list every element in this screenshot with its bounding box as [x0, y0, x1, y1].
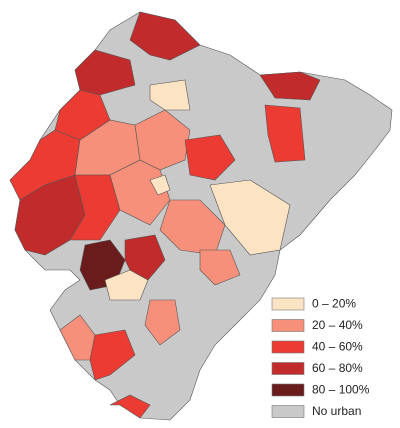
region: [104, 269, 149, 301]
region: [144, 299, 181, 346]
legend-label: 20 – 40%: [312, 318, 363, 332]
region: [149, 174, 171, 196]
regions: [9, 11, 393, 421]
legend-label: No urban: [312, 404, 361, 418]
region: [184, 134, 236, 181]
legend: 0 – 20% 20 – 40% 40 – 60% 60 – 80% 80 – 100%…: [271, 297, 370, 418]
legend-swatch: [271, 362, 305, 375]
legend-label: 0 – 20%: [312, 297, 356, 311]
legend-swatch: [271, 319, 305, 332]
region: [109, 394, 151, 419]
legend-label: 80 – 100%: [312, 383, 370, 397]
region: [129, 11, 201, 61]
region: [149, 79, 191, 111]
legend-swatch: [271, 383, 305, 397]
legend-swatch: [271, 405, 305, 418]
legend-swatch: [271, 340, 305, 354]
legend-label: 40 – 60%: [312, 340, 363, 354]
region: [209, 179, 291, 256]
region: [199, 249, 241, 286]
region: [124, 234, 166, 281]
region: [259, 71, 321, 101]
region: [89, 329, 136, 381]
region: [264, 104, 306, 163]
legend-label: 60 – 80%: [312, 361, 363, 375]
legend-swatch: [271, 297, 305, 311]
